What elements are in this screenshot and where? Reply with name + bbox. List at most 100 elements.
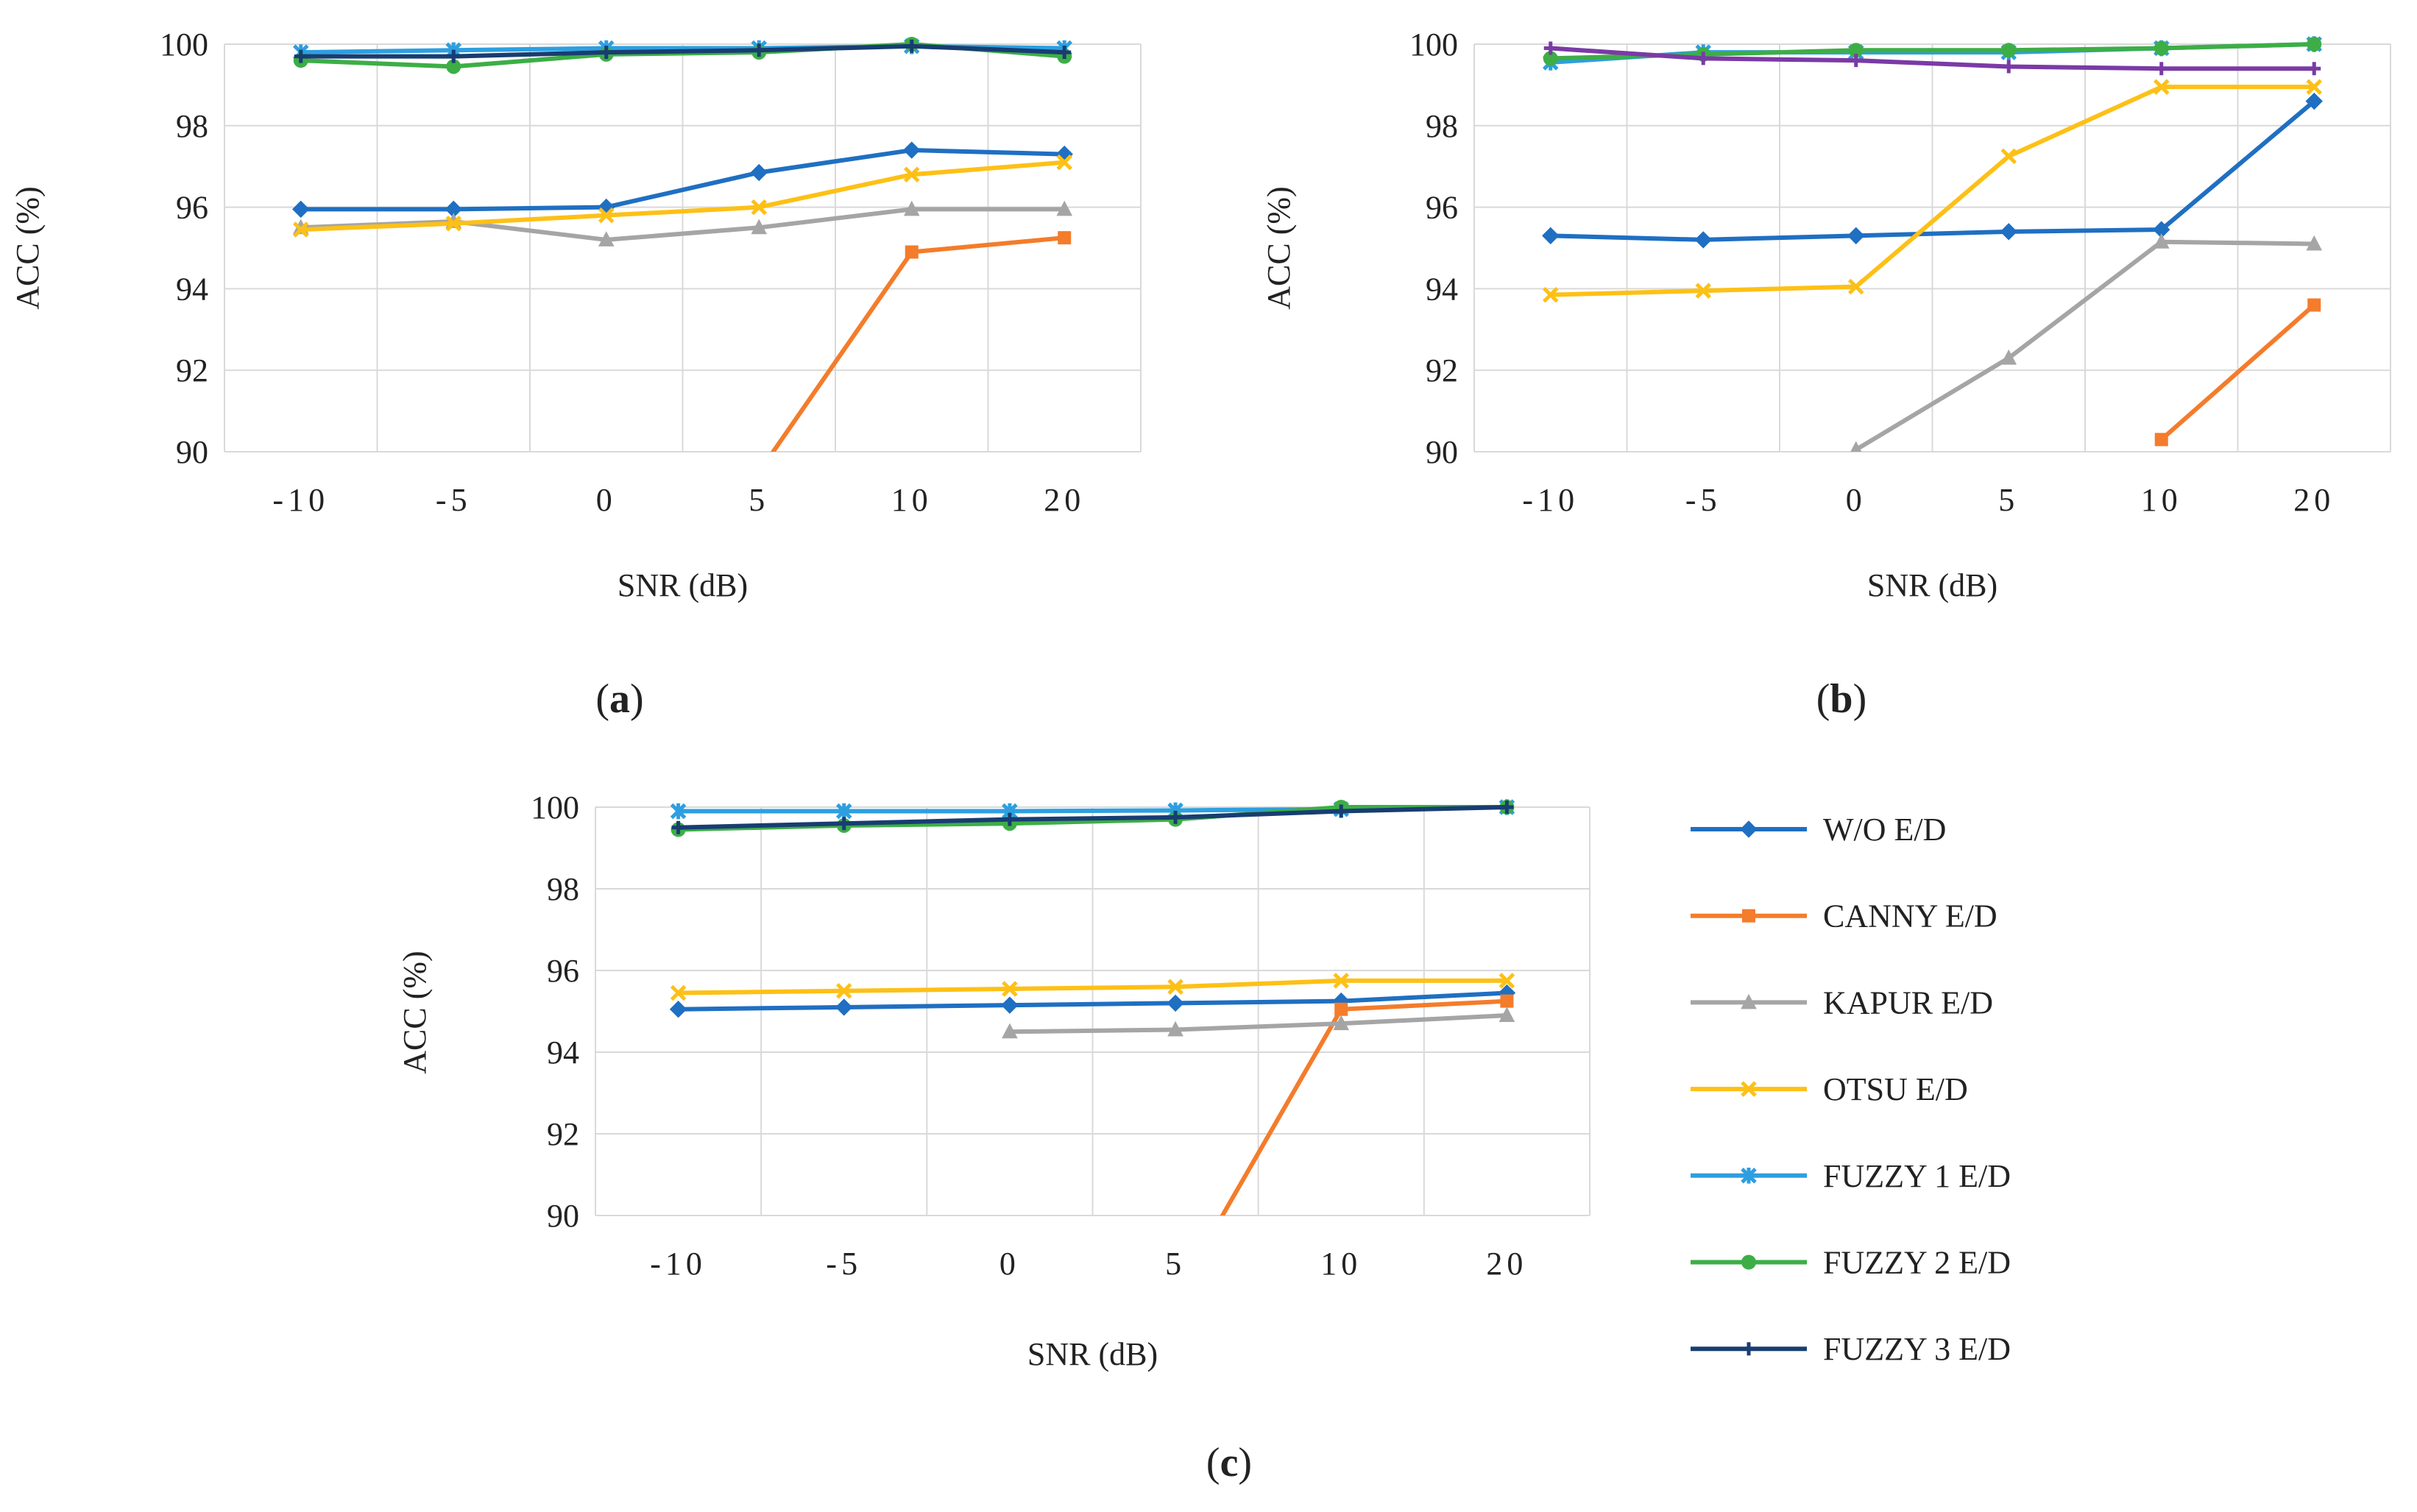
x-tick-label: 10 — [1320, 1246, 1362, 1282]
data-point-otsu-e-d — [445, 215, 462, 232]
data-point-fuzzy-2-e-d — [446, 59, 461, 74]
data-point-otsu-e-d — [751, 199, 768, 216]
data-point-w-o-e-d — [835, 998, 853, 1016]
data-point-w-o-e-d — [669, 1001, 687, 1018]
data-point-fuzzy-3-e-d — [752, 43, 766, 57]
chart-panel-b: 90 92 94 96 98 100 -10 -5 0 5 10 20 ACC (%) SNR (dB) (… — [1261, 26, 2391, 722]
y-tick-label: 98 — [547, 871, 579, 907]
series-line-fuzzy-3-e-d — [678, 805, 1507, 830]
data-point-canny-e-d — [2307, 298, 2321, 312]
x-tick-label: 10 — [2141, 482, 2182, 518]
series-line-kapur-e-d — [1009, 1013, 1507, 1034]
data-point-fuzzy-3-e-d — [1058, 46, 1072, 60]
series-line-otsu-e-d — [678, 978, 1507, 995]
y-tick-label: 96 — [1426, 190, 1458, 226]
data-point-otsu-e-d — [1056, 154, 1073, 171]
data-point-fuzzy-3-e-d — [294, 49, 308, 63]
data-point-kapur-e-d — [1498, 1007, 1515, 1023]
legend-entry: KAPUR E/D — [1691, 984, 1993, 1021]
x-tick-label: 0 — [999, 1246, 1020, 1282]
data-point-kapur-e-d — [1333, 1015, 1350, 1031]
data-point-kapur-e-d — [2306, 235, 2323, 251]
data-point-otsu-e-d — [2153, 79, 2170, 95]
data-point-fuzzy-2-e-d — [2001, 43, 2017, 58]
data-point-fuzzy-3-e-d — [1543, 41, 1557, 55]
data-point-fuzzy-1-e-d — [670, 803, 687, 820]
data-point-kapur-e-d — [1056, 200, 1073, 216]
data-point-fuzzy-2-e-d — [2154, 40, 2169, 56]
y-tick-label: 92 — [176, 352, 208, 388]
data-point-fuzzy-3-e-d — [671, 820, 685, 834]
legend-label: OTSU E/D — [1823, 1071, 1968, 1107]
data-point-fuzzy-1-e-d — [835, 803, 852, 820]
x-tick-label: -5 — [436, 482, 472, 518]
data-point-canny-e-d — [1334, 1002, 1348, 1016]
series-line-otsu-e-d — [300, 160, 1065, 233]
x-tick-label: -5 — [1685, 482, 1721, 518]
y-tick-label: 92 — [1426, 352, 1458, 388]
legend-marker-x-icon — [1741, 1081, 1757, 1097]
x-tick-label: -5 — [826, 1246, 862, 1282]
y-tick-label: 100 — [160, 26, 208, 63]
panel-label: (a) — [595, 676, 643, 722]
data-point-kapur-e-d — [1167, 1021, 1183, 1037]
legend-marker-triangle-icon — [1741, 993, 1757, 1009]
x-tick-label: 5 — [1998, 482, 2019, 518]
legend-marker-star-icon — [1741, 1168, 1757, 1184]
data-point-otsu-e-d — [1333, 973, 1350, 989]
y-tick-label: 90 — [547, 1198, 579, 1234]
data-point-w-o-e-d — [2153, 221, 2170, 238]
series-line-fuzzy-3-e-d — [300, 43, 1065, 59]
data-point-canny-e-d — [905, 245, 919, 259]
y-tick-label: 100 — [531, 789, 579, 826]
data-point-fuzzy-2-e-d — [2307, 37, 2322, 52]
data-point-kapur-e-d — [2000, 349, 2017, 365]
x-tick-label: -10 — [272, 482, 329, 518]
legend-entry: FUZZY 1 E/D — [1691, 1158, 2011, 1194]
y-tick-label: 94 — [176, 271, 208, 307]
data-point-w-o-e-d — [445, 200, 462, 219]
data-point-fuzzy-3-e-d — [905, 39, 919, 53]
legend-label: CANNY E/D — [1823, 898, 1997, 934]
data-point-w-o-e-d — [2305, 92, 2323, 110]
panel-label: (c) — [1206, 1440, 1252, 1486]
x-tick-label: 20 — [1486, 1246, 1527, 1282]
data-point-otsu-e-d — [1167, 979, 1183, 995]
x-tick-label: 0 — [596, 482, 617, 518]
series-line-otsu-e-d — [1550, 85, 2315, 297]
data-point-fuzzy-3-e-d — [1334, 804, 1348, 818]
data-point-kapur-e-d — [903, 200, 920, 216]
data-point-canny-e-d — [2154, 433, 2168, 447]
data-point-w-o-e-d — [292, 200, 310, 219]
y-tick-label: 92 — [547, 1116, 579, 1152]
data-point-fuzzy-3-e-d — [837, 817, 851, 831]
y-tick-label: 98 — [176, 108, 208, 144]
data-point-kapur-e-d — [598, 231, 615, 246]
data-point-w-o-e-d — [1167, 994, 1184, 1012]
series-line-w-o-e-d — [300, 148, 1065, 212]
data-point-kapur-e-d — [1002, 1023, 1018, 1039]
data-point-fuzzy-3-e-d — [447, 49, 461, 63]
x-tick-label: -10 — [650, 1246, 707, 1282]
legend-entry: W/O E/D — [1691, 812, 1946, 848]
legend-entry: FUZZY 3 E/D — [1691, 1331, 2011, 1367]
y-tick-label: 94 — [547, 1034, 579, 1071]
y-tick-label: 98 — [1426, 108, 1458, 144]
data-point-otsu-e-d — [835, 982, 852, 999]
series-line-kapur-e-d — [1855, 239, 2315, 452]
chart-panel-a: 90 92 94 96 98 100 -10 -5 0 5 10 20 ACC (%) SNR (dB) (… — [10, 26, 1142, 722]
data-point-otsu-e-d — [2306, 79, 2323, 95]
data-point-otsu-e-d — [1847, 278, 1864, 295]
data-point-fuzzy-3-e-d — [1849, 54, 1863, 68]
x-tick-label: 0 — [1846, 482, 1866, 518]
x-tick-label: 20 — [1044, 482, 1085, 518]
data-point-w-o-e-d — [1694, 231, 1712, 249]
x-tick-label: 5 — [1165, 1246, 1186, 1282]
data-point-otsu-e-d — [292, 221, 309, 238]
x-axis-label: SNR (dB) — [617, 567, 748, 603]
data-point-otsu-e-d — [2000, 148, 2017, 165]
y-tick-label: 100 — [1409, 26, 1458, 63]
data-point-fuzzy-3-e-d — [599, 46, 613, 60]
data-point-w-o-e-d — [903, 141, 921, 159]
